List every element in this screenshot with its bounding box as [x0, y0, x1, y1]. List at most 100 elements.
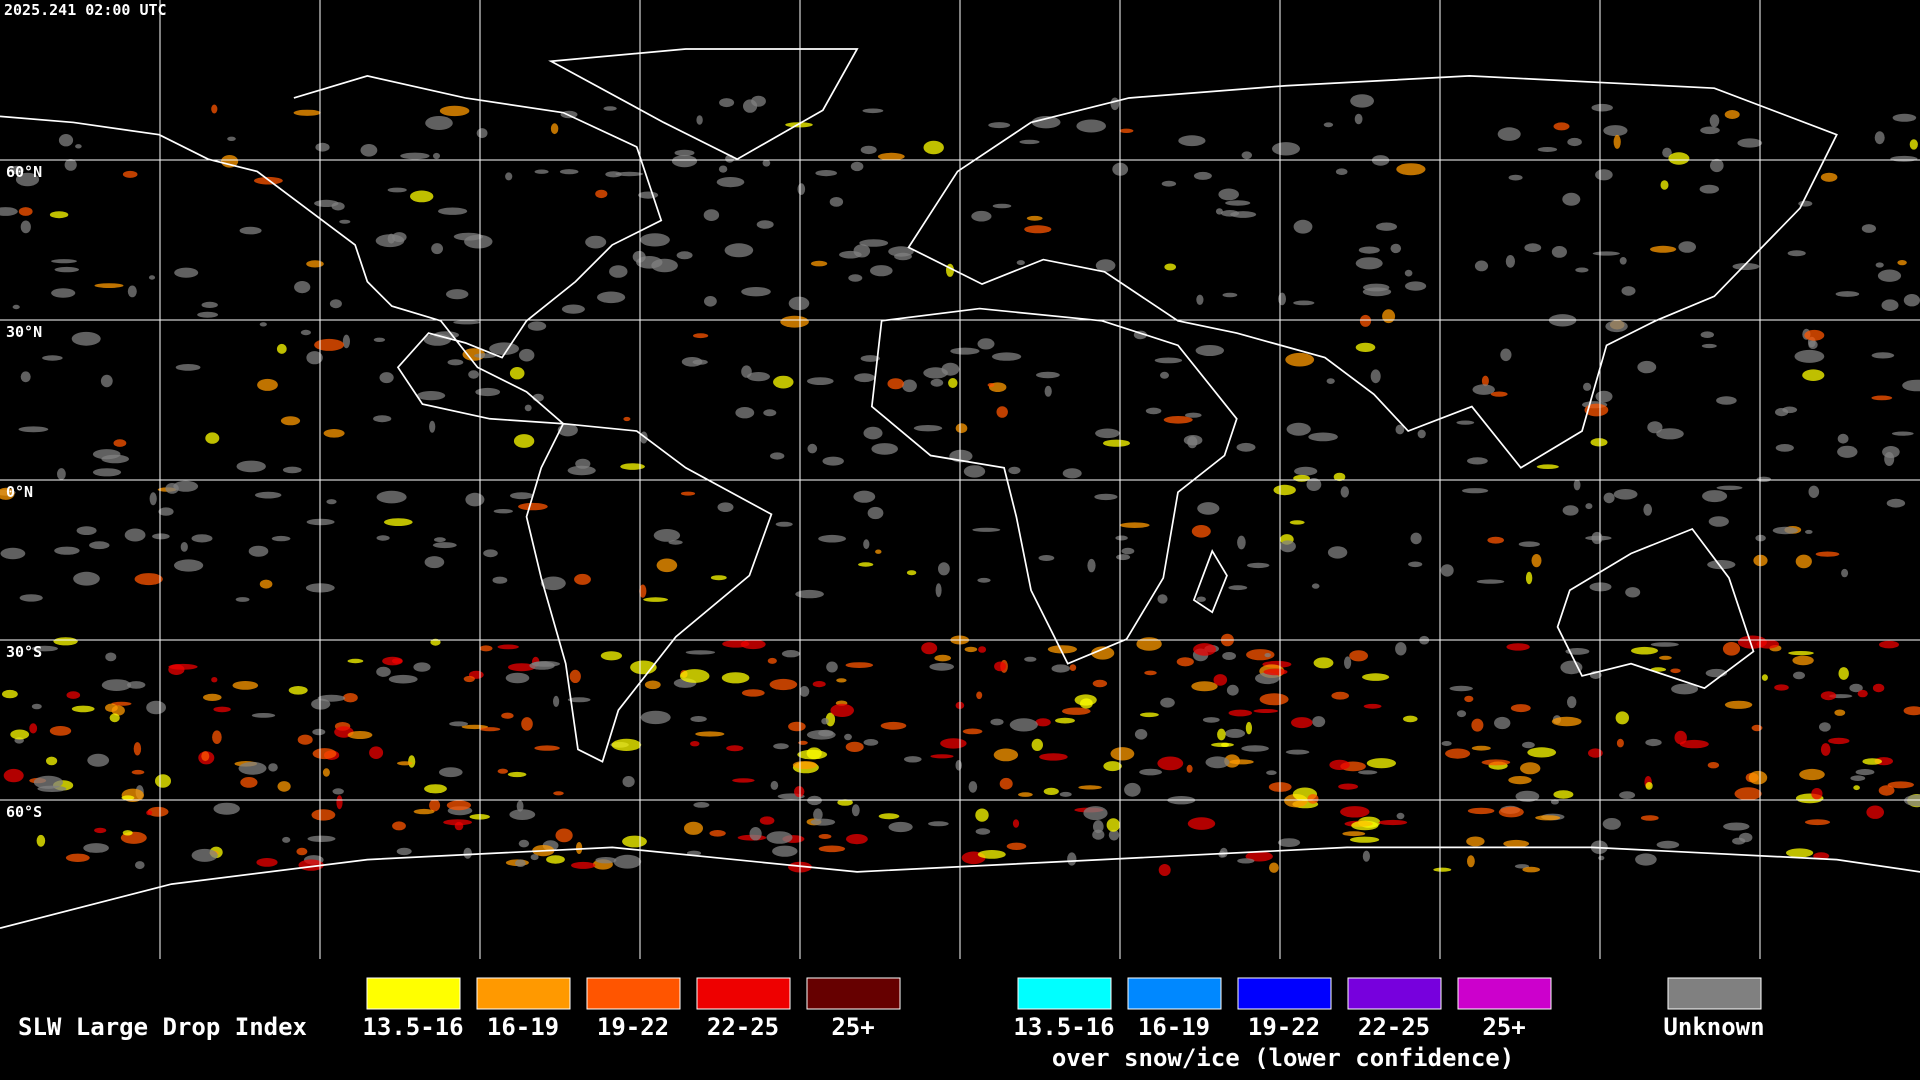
cloud-speck — [432, 542, 457, 549]
cloud-speck — [797, 749, 828, 760]
cloud-speck — [15, 172, 40, 187]
cloud-speck — [1481, 375, 1489, 387]
cloud-speck — [180, 542, 188, 552]
cloud-speck — [1362, 673, 1390, 681]
cloud-speck — [1106, 818, 1121, 832]
cloud-speck — [317, 694, 346, 702]
cloud-speck — [1405, 281, 1427, 291]
cloud-speck — [524, 404, 532, 412]
cloud-speck — [31, 703, 42, 710]
cloud-speck — [1462, 488, 1489, 494]
cloud-speck — [505, 672, 530, 684]
cloud-speck — [1241, 151, 1253, 160]
cloud-speck — [505, 172, 513, 181]
cloud-speck — [1616, 738, 1624, 748]
cloud-speck — [373, 415, 392, 423]
cloud-speck — [1637, 360, 1657, 374]
cloud-speck — [1662, 147, 1672, 158]
cloud-speck — [329, 299, 342, 309]
cloud-speck — [740, 639, 766, 650]
cloud-speck — [1403, 715, 1418, 723]
cloud-speck — [1615, 711, 1630, 725]
cloud-speck — [1228, 585, 1248, 591]
cloud-speck — [410, 190, 434, 203]
cloud-speck — [1497, 127, 1521, 141]
cloud-speck — [1116, 554, 1131, 561]
cloud-speck — [396, 847, 412, 856]
cloud-speck — [257, 378, 278, 391]
cloud-speck — [1144, 670, 1157, 676]
cloud-speck — [1286, 422, 1311, 436]
cloud-speck — [53, 637, 78, 646]
cloud-speck — [306, 351, 323, 365]
cloud-speck — [574, 573, 591, 585]
cloud-speck — [416, 391, 446, 401]
cloud-speck — [9, 165, 24, 175]
cloud-speck — [1121, 547, 1135, 555]
cloud-speck — [1293, 474, 1310, 482]
cloud-speck — [770, 452, 785, 460]
cloud-speck — [213, 802, 240, 815]
cloud-speck — [1500, 348, 1512, 362]
cloud-speck — [1857, 689, 1868, 698]
cloud-speck — [1853, 785, 1860, 791]
cloud-speck — [822, 456, 844, 466]
cloud-speck — [1702, 490, 1728, 503]
cloud-speck — [111, 701, 132, 706]
cloud-speck — [1329, 759, 1350, 771]
cloud-speck — [288, 686, 308, 695]
cloud-speck — [1067, 852, 1077, 866]
cloud-speck — [830, 703, 854, 718]
cloud-speck — [173, 480, 199, 492]
legend-swatch — [1017, 977, 1112, 1010]
cloud-speck — [1850, 775, 1866, 781]
cloud-speck — [643, 597, 668, 602]
legend-note: over snow/ice (lower confidence) — [1052, 1044, 1514, 1072]
cloud-speck — [798, 740, 808, 745]
cloud-speck — [1903, 294, 1920, 307]
cloud-speck — [1140, 712, 1159, 718]
cloud-speck — [1245, 851, 1273, 862]
cloud-speck — [553, 791, 564, 796]
cloud-speck — [763, 409, 777, 417]
cloud-speck — [1080, 698, 1093, 709]
cloud-speck — [680, 491, 696, 496]
cloud-speck — [854, 373, 875, 383]
cloud-speck — [553, 695, 560, 708]
cloud-speck — [1266, 770, 1277, 775]
cloud-speck — [1410, 532, 1422, 545]
cloud-speck — [1225, 200, 1251, 206]
cloud-speck — [770, 780, 779, 790]
antarctica — [0, 846, 1920, 930]
cloud-speck — [863, 739, 879, 746]
cloud-speck — [1006, 842, 1027, 850]
cloud-speck — [1466, 836, 1485, 847]
cloud-speck — [941, 362, 960, 376]
cloud-speck — [19, 594, 43, 602]
cloud-speck — [1795, 554, 1812, 569]
cloud-speck — [232, 681, 259, 690]
cloud-speck — [1890, 155, 1918, 162]
cloud-speck — [534, 745, 560, 751]
legend-label: 22-25 — [707, 1013, 779, 1041]
cloud-speck — [1656, 428, 1684, 440]
cloud-speck — [339, 219, 351, 224]
cloud-speck — [94, 283, 124, 288]
cloud-speck — [54, 266, 79, 273]
cloud-speck — [1772, 526, 1798, 535]
cloud-speck — [976, 691, 983, 700]
cloud-speck — [73, 571, 100, 586]
cloud-speck — [934, 654, 951, 662]
cloud-speck — [877, 152, 905, 161]
cloud-speck — [205, 432, 220, 444]
cloud-speck — [1094, 493, 1118, 501]
legend-label: 19-22 — [1248, 1013, 1320, 1041]
cloud-speck — [1716, 485, 1743, 490]
cloud-speck — [1103, 761, 1122, 772]
cloud-speck — [531, 661, 560, 667]
cloud-speck — [1222, 652, 1236, 660]
cloud-speck — [174, 559, 204, 572]
cloud-speck — [1230, 211, 1257, 218]
cloud-speck — [397, 761, 413, 766]
legend-label: 22-25 — [1358, 1013, 1430, 1041]
